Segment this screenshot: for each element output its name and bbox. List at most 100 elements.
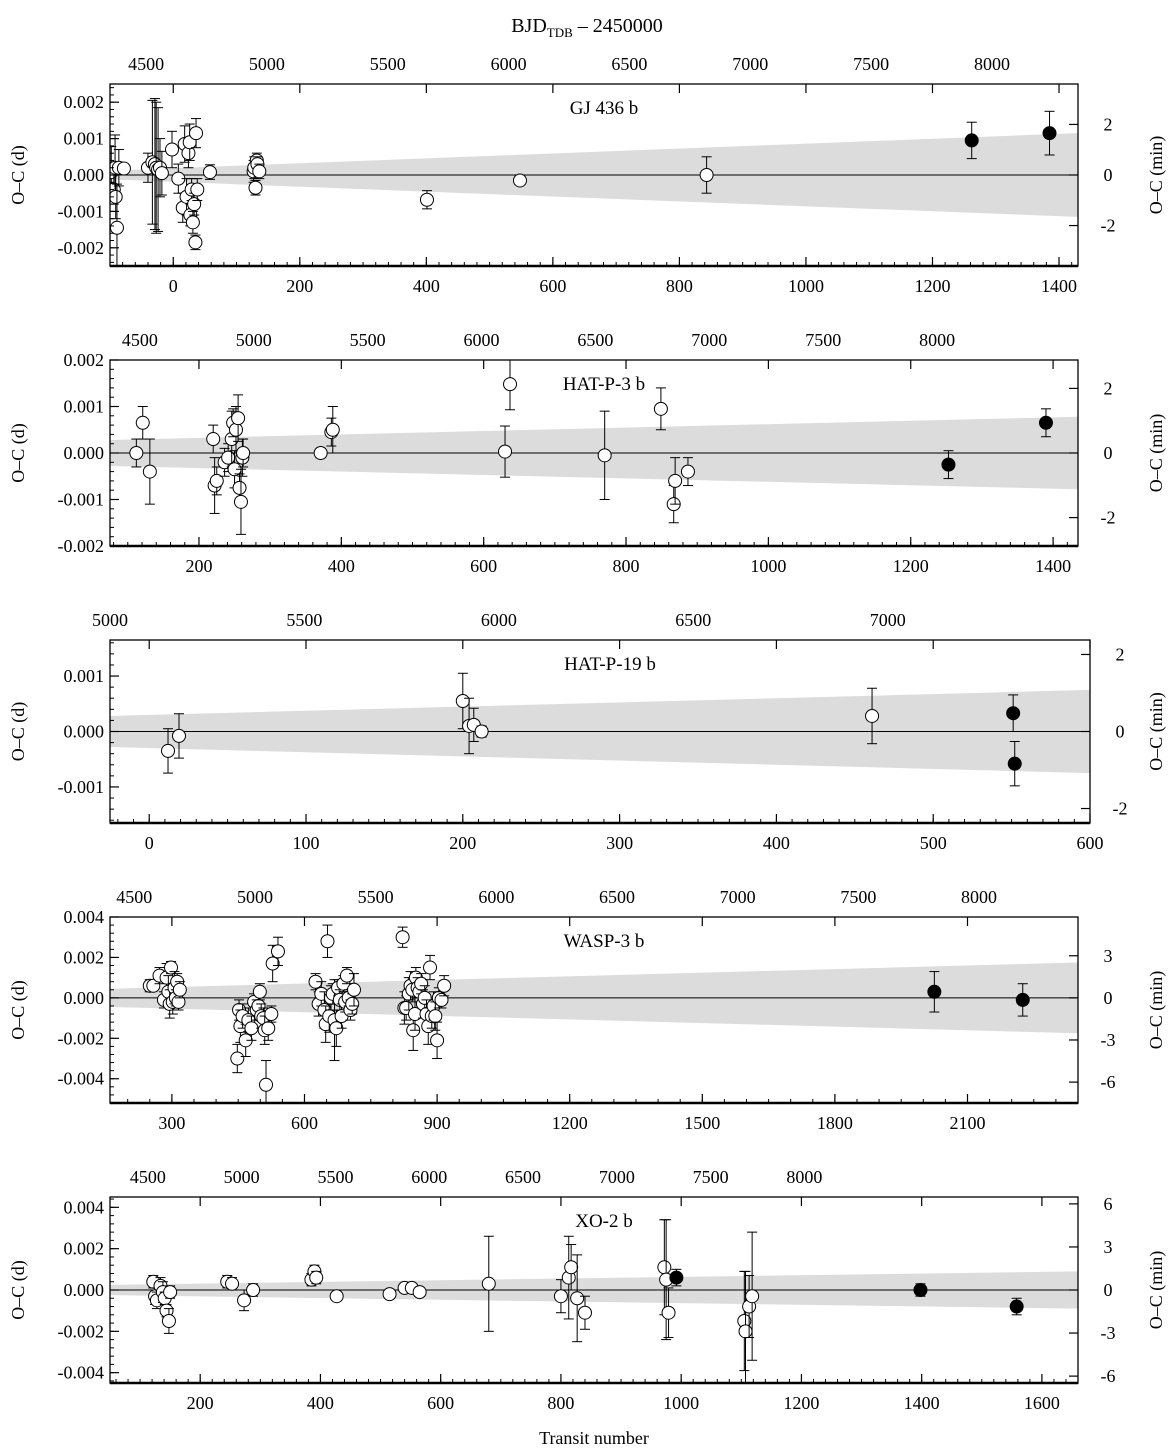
- x-tick-label: 400: [307, 1393, 334, 1413]
- data-point: [669, 1270, 684, 1285]
- data-point: [1009, 1299, 1024, 1314]
- y-tick-label: 0.001: [64, 129, 105, 149]
- data-point: [417, 990, 432, 1005]
- left-ylabel: O–C (d): [8, 980, 29, 1040]
- x-tick-label: 1000: [750, 556, 786, 576]
- y-tick-label: 0.002: [64, 92, 105, 112]
- y-tick-label: 0.001: [64, 666, 105, 686]
- data-point: [313, 446, 328, 460]
- x-tick-label: 100: [293, 833, 320, 853]
- series-filled: [669, 1268, 1024, 1316]
- data-point: [320, 934, 335, 949]
- data-point: [187, 197, 202, 212]
- data-point: [1015, 992, 1030, 1007]
- right-ylabel: O–C (min): [1146, 1251, 1167, 1330]
- data-point: [165, 142, 180, 157]
- right-tick-label: 0: [1116, 722, 1125, 742]
- top-tick-label: 7000: [720, 887, 756, 907]
- top-tick-label: 8000: [786, 1167, 822, 1187]
- right-tick-label: 2: [1104, 378, 1113, 398]
- data-point: [261, 1021, 276, 1036]
- left-ylabel: O–C (d): [8, 1260, 29, 1320]
- y-tick-label: 0.000: [64, 722, 105, 742]
- data-point: [597, 448, 612, 463]
- left-ylabel: O–C (d): [8, 423, 29, 483]
- top-tick-label: 4500: [116, 887, 152, 907]
- data-point: [202, 165, 217, 180]
- x-tick-label: 600: [539, 276, 566, 296]
- series-filled: [964, 110, 1057, 160]
- top-tick-label: 6000: [478, 887, 514, 907]
- data-point: [346, 982, 361, 997]
- x-tick-label: 1400: [904, 1393, 940, 1413]
- panel-3: 0 100 200 300 400 500 600 5000 5500 6000 6500 7000 -…: [8, 610, 1167, 853]
- x-tick-label: 400: [413, 276, 440, 296]
- x-tick-label: 900: [424, 1113, 451, 1133]
- top-tick-label: 8000: [919, 330, 955, 350]
- x-tick-label: 1400: [1035, 556, 1071, 576]
- top-tick-label: 5500: [370, 54, 406, 74]
- data-point: [228, 422, 243, 437]
- right-tick-label: 2: [1104, 114, 1113, 134]
- top-tick-label: 6500: [577, 330, 613, 350]
- data-point: [430, 1033, 445, 1048]
- top-tick-label: 5000: [92, 610, 128, 630]
- data-point: [437, 978, 452, 993]
- top-tick-label: 5500: [350, 330, 386, 350]
- right-tick-label: 6: [1104, 1194, 1113, 1214]
- data-point: [163, 960, 178, 975]
- x-tick-label: 500: [920, 833, 947, 853]
- series-filled: [1006, 694, 1022, 787]
- x-tick-label: 300: [606, 833, 633, 853]
- top-tick-label: 7000: [691, 330, 727, 350]
- data-point: [481, 1276, 496, 1291]
- x-tick-label: 600: [427, 1393, 454, 1413]
- data-point: [661, 1305, 676, 1320]
- data-point: [553, 1289, 568, 1304]
- y-tick-label: 0.002: [64, 1239, 105, 1259]
- x-tick-label: 1000: [788, 276, 824, 296]
- y-tick-label: -0.001: [58, 201, 105, 221]
- data-point: [395, 930, 410, 945]
- series-open: [146, 1219, 760, 1383]
- top-tick-label: 5000: [224, 1167, 260, 1187]
- data-point: [154, 166, 169, 181]
- data-point: [163, 1285, 178, 1300]
- top-tick-label: 7000: [732, 54, 768, 74]
- top-tick-label: 5500: [358, 887, 394, 907]
- x-tick-label: 1400: [1041, 276, 1077, 296]
- y-tick-label: -0.002: [58, 238, 105, 258]
- right-tick-label: -6: [1101, 1366, 1116, 1386]
- top-tick-label: 5000: [249, 54, 285, 74]
- data-point: [865, 708, 880, 723]
- top-tick-label: 6000: [411, 1167, 447, 1187]
- data-point: [185, 215, 200, 230]
- top-tick-label: 6000: [464, 330, 500, 350]
- right-tick-label: 2: [1116, 644, 1125, 664]
- top-tick-label: 4500: [128, 54, 164, 74]
- left-ylabel: O–C (d): [8, 702, 29, 762]
- series-filled: [941, 408, 1053, 480]
- data-point: [135, 415, 150, 430]
- data-point: [236, 446, 251, 460]
- data-point: [434, 992, 449, 1007]
- right-ylabel: O–C (min): [1146, 692, 1167, 771]
- right-tick-label: -2: [1113, 799, 1128, 819]
- top-tick-label: 5000: [237, 887, 273, 907]
- right-ylabel: O–C (min): [1146, 414, 1167, 493]
- x-tick-label: 600: [291, 1113, 318, 1133]
- data-point: [172, 982, 187, 997]
- top-tick-label: 4500: [122, 330, 158, 350]
- data-point: [265, 956, 280, 971]
- data-point: [142, 464, 157, 479]
- y-tick-label: -0.002: [58, 536, 105, 556]
- data-point: [246, 1283, 261, 1297]
- top-tick-label: 7500: [853, 54, 889, 74]
- data-point: [161, 743, 176, 758]
- data-point: [259, 1077, 274, 1092]
- right-tick-label: -6: [1101, 1072, 1116, 1092]
- data-point: [423, 960, 438, 975]
- y-tick-label: -0.001: [58, 777, 105, 797]
- data-point: [325, 422, 340, 437]
- data-point: [171, 728, 186, 743]
